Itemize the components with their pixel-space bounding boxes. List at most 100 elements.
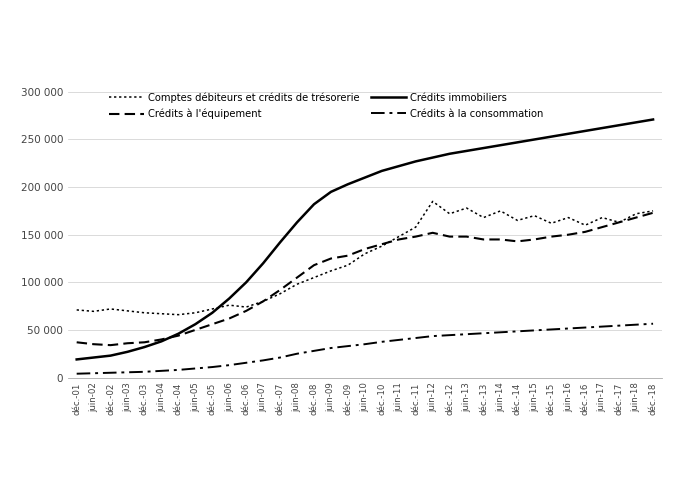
Crédits à l'équipement [598, 224, 606, 230]
Crédits à la consommation [106, 370, 115, 376]
Crédits à l'équipement [531, 237, 539, 242]
Crédits à la consommation [462, 331, 471, 337]
Crédits immobiliers [344, 182, 352, 187]
Comptes débiteurs et crédits de trésorerie [158, 311, 166, 317]
Crédits à la consommation [598, 324, 606, 330]
Comptes débiteurs et crédits de trésorerie [293, 281, 301, 287]
Crédits à la consommation [276, 355, 284, 361]
Line: Crédits immobiliers: Crédits immobiliers [76, 120, 653, 360]
Crédits immobiliers [208, 310, 216, 316]
Crédits à la consommation [632, 322, 640, 328]
Comptes débiteurs et crédits de trésorerie [344, 262, 352, 268]
Comptes débiteurs et crédits de trésorerie [428, 198, 436, 204]
Comptes débiteurs et crédits de trésorerie [72, 307, 80, 313]
Comptes débiteurs et crédits de trésorerie [123, 308, 132, 314]
Crédits à l'équipement [395, 237, 403, 242]
Line: Comptes débiteurs et crédits de trésorerie: Comptes débiteurs et crédits de trésorer… [76, 201, 653, 315]
Crédits immobiliers [632, 120, 640, 125]
Crédits à l'équipement [496, 237, 505, 242]
Crédits immobiliers [293, 219, 301, 225]
Comptes débiteurs et crédits de trésorerie [310, 274, 318, 280]
Crédits à l'équipement [140, 339, 149, 345]
Crédits à l'équipement [428, 230, 436, 236]
Crédits à la consommation [293, 351, 301, 357]
Crédits à la consommation [412, 335, 420, 341]
Crédits immobiliers [327, 189, 335, 195]
Comptes débiteurs et crédits de trésorerie [564, 215, 572, 221]
Comptes débiteurs et crédits de trésorerie [547, 220, 555, 226]
Crédits à l'équipement [72, 339, 80, 345]
Comptes débiteurs et crédits de trésorerie [531, 213, 539, 219]
Crédits à l'équipement [276, 287, 284, 293]
Comptes débiteurs et crédits de trésorerie [615, 219, 623, 225]
Crédits à la consommation [581, 325, 589, 331]
Crédits à l'équipement [361, 246, 369, 252]
Line: Crédits à la consommation: Crédits à la consommation [76, 324, 653, 374]
Comptes débiteurs et crédits de trésorerie [479, 215, 488, 221]
Comptes débiteurs et crédits de trésorerie [395, 234, 403, 240]
Crédits immobiliers [514, 139, 522, 145]
Crédits à la consommation [140, 369, 149, 375]
Comptes débiteurs et crédits de trésorerie [89, 308, 98, 314]
Crédits à l'équipement [106, 342, 115, 348]
Crédits à la consommation [479, 331, 488, 336]
Crédits à l'équipement [175, 333, 183, 338]
Crédits à la consommation [158, 368, 166, 374]
Crédits immobiliers [428, 155, 436, 161]
Crédits immobiliers [479, 145, 488, 151]
Crédits à l'équipement [259, 299, 267, 304]
Crédits immobiliers [412, 158, 420, 164]
Crédits à l'équipement [632, 215, 640, 221]
Crédits immobiliers [378, 168, 386, 174]
Comptes débiteurs et crédits de trésorerie [361, 251, 369, 257]
Comptes débiteurs et crédits de trésorerie [191, 310, 199, 316]
Crédits immobiliers [310, 201, 318, 207]
Comptes débiteurs et crédits de trésorerie [140, 310, 149, 316]
Crédits immobiliers [89, 355, 98, 361]
Crédits à la consommation [191, 365, 199, 371]
Crédits à la consommation [649, 321, 657, 327]
Crédits à la consommation [361, 341, 369, 347]
Comptes débiteurs et crédits de trésorerie [242, 304, 250, 310]
Crédits à l'équipement [208, 321, 216, 327]
Crédits à la consommation [310, 348, 318, 354]
Crédits à l'équipement [123, 340, 132, 346]
Crédits à l'équipement [344, 253, 352, 258]
Crédits à l'équipement [242, 308, 250, 314]
Crédits immobiliers [158, 338, 166, 344]
Crédits à l'équipement [158, 336, 166, 342]
Crédits à la consommation [564, 326, 572, 332]
Crédits à l'équipement [479, 237, 488, 242]
Crédits à la consommation [225, 362, 233, 368]
Crédits à l'équipement [445, 234, 454, 240]
Crédits à la consommation [615, 323, 623, 329]
Crédits immobiliers [462, 148, 471, 154]
Comptes débiteurs et crédits de trésorerie [412, 224, 420, 230]
Crédits à l'équipement [514, 239, 522, 244]
Comptes débiteurs et crédits de trésorerie [327, 268, 335, 274]
Crédits immobiliers [598, 125, 606, 131]
Comptes débiteurs et crédits de trésorerie [208, 306, 216, 312]
Comptes débiteurs et crédits de trésorerie [514, 217, 522, 223]
Crédits à la consommation [327, 345, 335, 351]
Comptes débiteurs et crédits de trésorerie [598, 215, 606, 221]
Crédits immobiliers [123, 349, 132, 355]
Crédits à la consommation [123, 369, 132, 375]
Comptes débiteurs et crédits de trésorerie [276, 291, 284, 297]
Crédits immobiliers [564, 131, 572, 136]
Crédits à la consommation [208, 364, 216, 370]
Line: Crédits à l'équipement: Crédits à l'équipement [76, 213, 653, 345]
Crédits à la consommation [531, 328, 539, 333]
Crédits à l'équipement [412, 234, 420, 240]
Crédits à la consommation [514, 329, 522, 334]
Crédits à l'équipement [89, 341, 98, 347]
Crédits à l'équipement [649, 210, 657, 216]
Crédits à la consommation [89, 370, 98, 376]
Crédits immobiliers [649, 117, 657, 122]
Comptes débiteurs et crédits de trésorerie [259, 299, 267, 304]
Crédits à la consommation [395, 337, 403, 343]
Comptes débiteurs et crédits de trésorerie [649, 208, 657, 214]
Crédits à l'équipement [378, 242, 386, 247]
Crédits à la consommation [428, 333, 436, 339]
Comptes débiteurs et crédits de trésorerie [581, 222, 589, 228]
